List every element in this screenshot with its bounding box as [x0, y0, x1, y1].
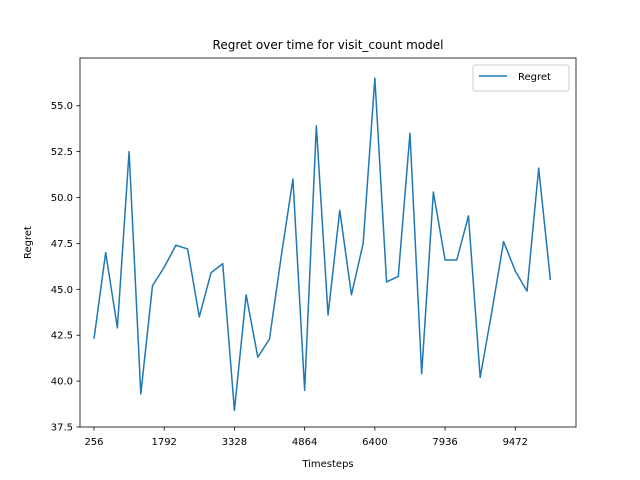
y-tick-label: 42.5 — [51, 331, 73, 342]
plot-frame — [79, 57, 577, 428]
x-tick-label: 3328 — [222, 437, 247, 448]
x-tick-label: 9472 — [503, 437, 528, 448]
y-axis-label: Regret — [23, 226, 34, 259]
x-tick-label: 4864 — [292, 437, 317, 448]
y-tick-label: 47.5 — [51, 239, 73, 250]
x-axis-label: Timesteps — [301, 459, 353, 470]
legend-box — [472, 64, 570, 92]
x-tick-label: 1792 — [151, 437, 176, 448]
legend-label-regret: Regret — [518, 72, 551, 83]
y-tick-label: 50.0 — [51, 193, 73, 204]
y-tick-label: 55.0 — [51, 101, 73, 112]
y-tick-label: 37.5 — [51, 423, 73, 434]
chart-title: Regret over time for visit_count model — [213, 38, 444, 52]
y-axis: 37.5 40.0 42.5 45.0 47.5 50.0 52.5 55.0 — [51, 101, 80, 434]
x-tick-label: 7936 — [432, 437, 457, 448]
series-line-regret — [93, 77, 552, 412]
x-tick-label: 6400 — [362, 437, 387, 448]
y-tick-label: 52.5 — [51, 147, 73, 158]
x-axis: 256 1792 3328 4864 6400 7936 9472 — [84, 427, 528, 448]
y-tick-label: 40.0 — [51, 377, 73, 388]
legend: Regret — [472, 64, 570, 92]
y-tick-label: 45.0 — [51, 285, 73, 296]
x-tick-label: 256 — [84, 437, 103, 448]
plot-area — [79, 57, 577, 428]
